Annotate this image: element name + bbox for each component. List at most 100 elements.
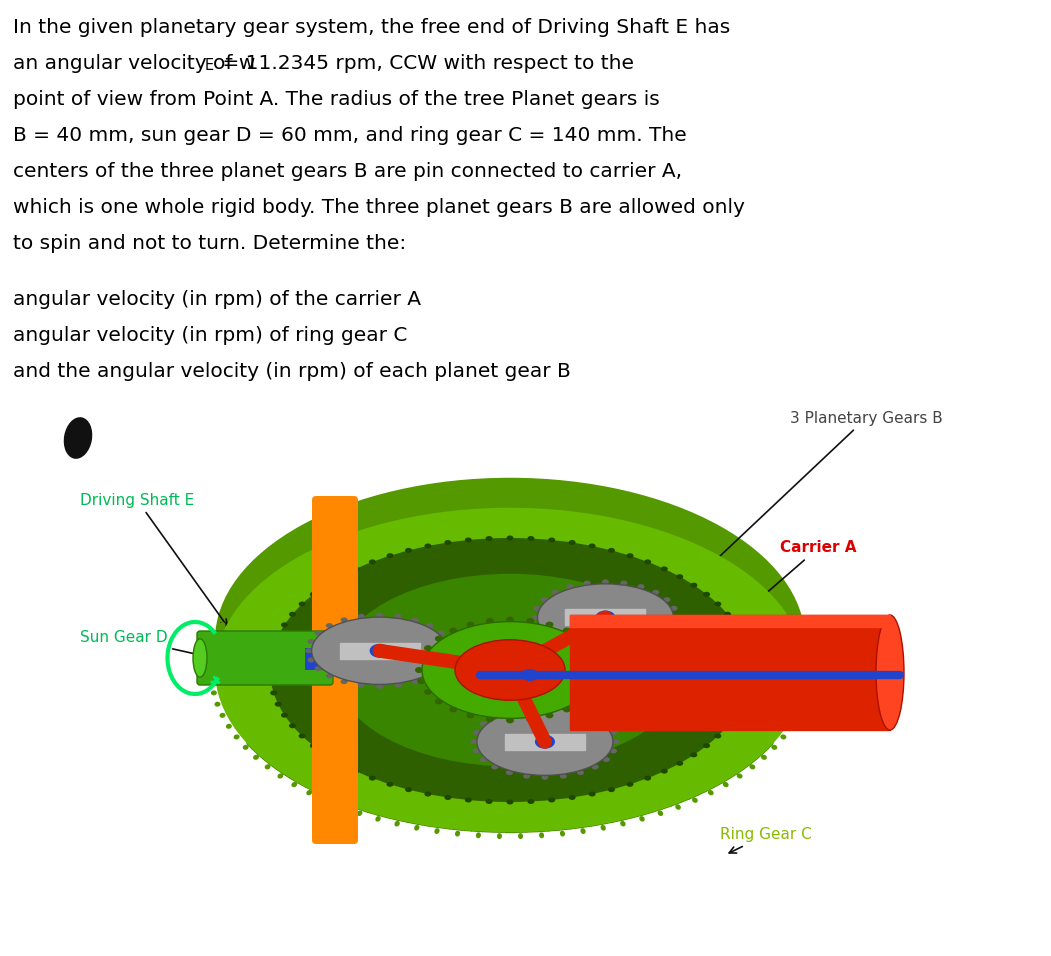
Ellipse shape — [497, 833, 502, 839]
Text: = 11.2345 rpm, CCW with respect to the: = 11.2345 rpm, CCW with respect to the — [217, 54, 634, 73]
Ellipse shape — [602, 651, 609, 656]
Ellipse shape — [310, 743, 317, 749]
Text: In the given planetary gear system, the free end of Driving Shaft E has: In the given planetary gear system, the … — [13, 18, 730, 37]
Ellipse shape — [357, 811, 363, 816]
Polygon shape — [565, 610, 645, 625]
Ellipse shape — [620, 649, 627, 655]
Ellipse shape — [341, 618, 348, 622]
Ellipse shape — [414, 510, 419, 515]
Polygon shape — [284, 744, 290, 778]
Ellipse shape — [715, 733, 721, 738]
Ellipse shape — [445, 658, 452, 663]
Ellipse shape — [566, 584, 574, 589]
Polygon shape — [331, 769, 339, 802]
Ellipse shape — [434, 506, 439, 511]
Ellipse shape — [626, 782, 634, 787]
Ellipse shape — [415, 667, 423, 673]
Ellipse shape — [580, 828, 585, 834]
Ellipse shape — [424, 689, 432, 695]
Polygon shape — [306, 757, 314, 792]
Ellipse shape — [445, 540, 451, 545]
Polygon shape — [290, 749, 298, 783]
Polygon shape — [757, 725, 762, 759]
Ellipse shape — [425, 543, 431, 549]
Ellipse shape — [583, 649, 591, 655]
Ellipse shape — [449, 706, 457, 712]
Ellipse shape — [357, 614, 365, 619]
Ellipse shape — [310, 592, 317, 597]
Text: point of view from Point A. The radius of the tree Planet gears is: point of view from Point A. The radius o… — [13, 90, 660, 109]
Ellipse shape — [781, 734, 786, 740]
Ellipse shape — [335, 574, 685, 767]
Ellipse shape — [376, 684, 384, 689]
Ellipse shape — [277, 561, 284, 567]
Ellipse shape — [220, 713, 226, 718]
Ellipse shape — [743, 644, 749, 649]
Polygon shape — [653, 779, 662, 813]
Ellipse shape — [523, 773, 530, 779]
Polygon shape — [642, 782, 653, 815]
Ellipse shape — [491, 714, 498, 719]
Ellipse shape — [540, 633, 548, 638]
Polygon shape — [714, 753, 722, 787]
Polygon shape — [537, 801, 549, 832]
Ellipse shape — [603, 757, 610, 762]
Ellipse shape — [691, 752, 698, 757]
Ellipse shape — [375, 518, 380, 524]
Ellipse shape — [692, 797, 698, 803]
Ellipse shape — [788, 724, 795, 728]
Ellipse shape — [620, 580, 627, 586]
Polygon shape — [549, 800, 559, 831]
Ellipse shape — [209, 656, 214, 661]
Ellipse shape — [589, 543, 596, 549]
Ellipse shape — [211, 690, 217, 695]
Polygon shape — [460, 800, 472, 831]
Ellipse shape — [336, 761, 344, 766]
Polygon shape — [276, 739, 284, 774]
Ellipse shape — [723, 553, 728, 558]
Ellipse shape — [577, 771, 584, 775]
Ellipse shape — [803, 644, 809, 650]
Ellipse shape — [445, 639, 452, 644]
Ellipse shape — [497, 501, 502, 507]
Polygon shape — [494, 802, 504, 833]
Polygon shape — [388, 788, 397, 820]
Ellipse shape — [473, 730, 480, 735]
Ellipse shape — [291, 782, 297, 787]
Ellipse shape — [661, 566, 667, 572]
Ellipse shape — [613, 739, 619, 744]
Ellipse shape — [417, 656, 426, 662]
Ellipse shape — [455, 831, 460, 836]
Ellipse shape — [607, 548, 615, 553]
Ellipse shape — [788, 611, 795, 617]
Ellipse shape — [376, 613, 384, 618]
Ellipse shape — [357, 683, 365, 687]
Ellipse shape — [671, 606, 678, 611]
Ellipse shape — [745, 656, 753, 661]
Ellipse shape — [715, 601, 721, 606]
Ellipse shape — [352, 769, 359, 773]
Polygon shape — [662, 776, 672, 809]
Ellipse shape — [476, 833, 481, 838]
Ellipse shape — [486, 799, 493, 804]
Ellipse shape — [610, 749, 617, 753]
Ellipse shape — [620, 821, 625, 827]
Text: which is one whole rigid body. The three planet gears B are allowed only: which is one whole rigid body. The three… — [13, 198, 745, 217]
Ellipse shape — [471, 739, 477, 744]
Ellipse shape — [603, 722, 610, 727]
Ellipse shape — [477, 708, 613, 775]
Ellipse shape — [209, 679, 214, 684]
Ellipse shape — [795, 713, 801, 718]
Polygon shape — [397, 790, 408, 822]
Polygon shape — [706, 757, 714, 792]
Ellipse shape — [387, 554, 393, 558]
Text: Carrier A: Carrier A — [699, 540, 857, 652]
Text: an angular velocity of w: an angular velocity of w — [13, 54, 255, 73]
Ellipse shape — [473, 749, 480, 753]
Ellipse shape — [375, 816, 380, 821]
Ellipse shape — [226, 611, 232, 617]
Text: Driving Shaft E: Driving Shaft E — [80, 492, 227, 626]
Ellipse shape — [738, 702, 745, 706]
Ellipse shape — [805, 656, 811, 661]
Ellipse shape — [437, 630, 445, 636]
